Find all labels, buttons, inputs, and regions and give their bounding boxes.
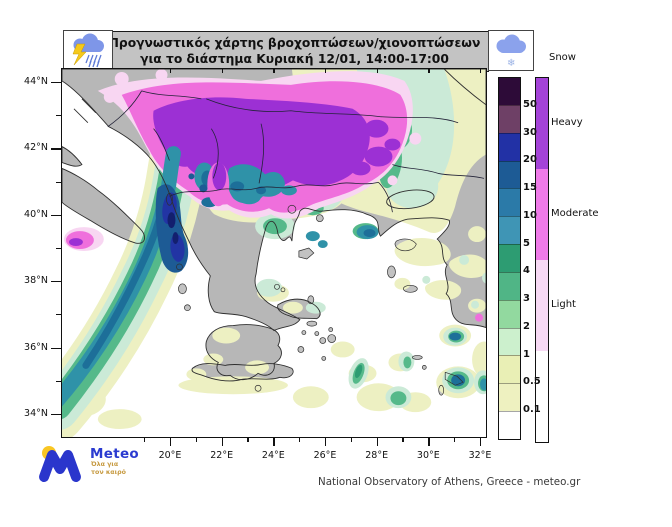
lon-axis-tick [480, 438, 482, 446]
precip-tick-label: 30 [523, 126, 537, 138]
attribution-text: National Observatory of Athens, Greece -… [318, 476, 581, 488]
lat-axis-tick [51, 414, 61, 416]
precip-colorbar-segment [499, 78, 520, 105]
snow-cloud-graphic: ❄ [496, 34, 526, 69]
lat-axis-tick [51, 214, 61, 217]
lon-axis-label: 30°E [416, 450, 440, 461]
snow-legend-title: Snow [549, 52, 576, 63]
snow-category-label: Heavy [551, 116, 583, 128]
lon-axis-label: 22°E [210, 450, 234, 461]
lon-axis-minor-tick [299, 438, 301, 442]
lat-axis-label: 34°N [24, 408, 48, 419]
lon-axis-tick [170, 438, 172, 446]
forecast-map-graphic [62, 69, 486, 437]
forecast-map [61, 68, 487, 438]
lon-axis-top-tick [221, 68, 223, 73]
precip-colorbar [498, 77, 521, 440]
precip-colorbar-segment [499, 244, 520, 272]
lat-axis-label: 44°N [24, 76, 48, 87]
country-borders [107, 90, 485, 213]
meteo-logo-text: Meteo [90, 446, 139, 462]
lon-axis-tick [376, 438, 378, 446]
lat-axis-tick [51, 148, 61, 150]
lon-axis-minor-tick [402, 438, 404, 442]
precip-tick-label: 2 [523, 320, 530, 332]
lat-axis-minor-tick [56, 181, 61, 183]
lat-axis-tick [51, 281, 61, 283]
precip-tick-label: 1 [523, 348, 530, 360]
lat-axis-label: 42°N [24, 142, 48, 154]
precip-colorbar-segment [499, 299, 520, 328]
precip-tick-label: 5 [523, 237, 530, 249]
precip-colorbar-segment [499, 327, 520, 356]
lon-axis-minor-tick [454, 438, 456, 442]
lon-axis-label: 28°E [365, 450, 389, 461]
lon-axis-top-tick [376, 68, 378, 73]
snowflake-icon: ❄ [507, 58, 515, 69]
rain-very-heavy [155, 173, 208, 273]
snow-colorbar-segment [536, 169, 548, 260]
lat-axis-label: 36°N [24, 341, 48, 353]
precip-colorbar-segment [499, 216, 520, 245]
coastlines [62, 69, 486, 396]
lat-axis-tick [51, 347, 61, 349]
snow-category-label: Moderate [551, 207, 599, 219]
lon-axis-minor-tick [195, 438, 197, 442]
snow-colorbar-segment [536, 78, 548, 169]
lon-axis-tick [428, 438, 430, 446]
precip-colorbar-segment [499, 132, 520, 161]
lat-axis-label: 38°N [24, 275, 48, 287]
precip-colorbar-segment [499, 383, 520, 412]
lon-axis-tick [221, 438, 223, 446]
snow-colorbar-segment [536, 351, 548, 442]
precip-tick-label: 10 [523, 209, 537, 221]
lon-axis-label: 24°E [261, 450, 285, 461]
lon-axis-top-tick [170, 68, 172, 73]
precip-colorbar-segment [499, 411, 520, 439]
lon-axis-top-tick [480, 68, 482, 73]
storm-rain-cloud-icon [63, 30, 113, 72]
lon-axis-label: 32°E [468, 450, 492, 461]
meteo-logo-tagline: Όλα για τον καιρό [91, 461, 126, 476]
precip-tick-label: 0.1 [523, 404, 541, 416]
lon-axis-minor-tick [350, 438, 352, 442]
lat-axis-label: 40°N [24, 208, 48, 220]
title-bar: Προγνωστικός χάρτης βροχοπτώσεων/χιονοπτ… [100, 31, 489, 72]
lon-axis-minor-tick [247, 438, 249, 442]
meteo-logo-icon [39, 446, 81, 482]
snow-details [63, 162, 484, 322]
precip-tick-label: 0.5 [523, 376, 541, 388]
precip-colorbar-segment [499, 104, 520, 133]
precip-colorbar-segment [499, 271, 520, 300]
lon-axis-label: 20°E [158, 450, 182, 461]
snow-cloud-icon: ❄ [488, 30, 534, 71]
lat-axis-minor-tick [56, 248, 61, 250]
precip-colorbar-segment [499, 160, 520, 189]
lat-axis-minor-tick [56, 380, 61, 382]
precip-tick-label: 15 [523, 182, 537, 194]
precip-colorbar-segment [499, 355, 520, 384]
snow-colorbar-segment [536, 260, 548, 351]
storm-rain-cloud-graphic [72, 33, 104, 68]
precip-tick-label: 4 [523, 265, 530, 277]
lat-axis-minor-tick [56, 115, 61, 117]
lat-axis-tick [51, 82, 61, 84]
precip-tick-label: 3 [523, 293, 530, 305]
lon-axis-top-tick [273, 68, 275, 73]
title-line-2: για το διάστημα Κυριακή 12/01, 14:00-17:… [140, 51, 449, 66]
snow-category-label: Light [551, 298, 576, 310]
precip-tick-label: 50 [523, 98, 537, 110]
lon-axis-top-tick [325, 68, 327, 73]
lon-axis-tick [273, 438, 275, 446]
lon-axis-top-tick [428, 68, 430, 73]
snow-colorbar [535, 77, 549, 443]
lon-axis-tick [325, 438, 327, 446]
lon-axis-label: 26°E [313, 450, 337, 461]
precip-colorbar-segment [499, 188, 520, 217]
lat-axis-minor-tick [56, 314, 61, 316]
title-line-1: Προγνωστικός χάρτης βροχοπτώσεων/χιονοπτ… [108, 35, 481, 50]
precip-tick-label: 20 [523, 154, 537, 166]
lon-axis-minor-tick [144, 438, 146, 442]
